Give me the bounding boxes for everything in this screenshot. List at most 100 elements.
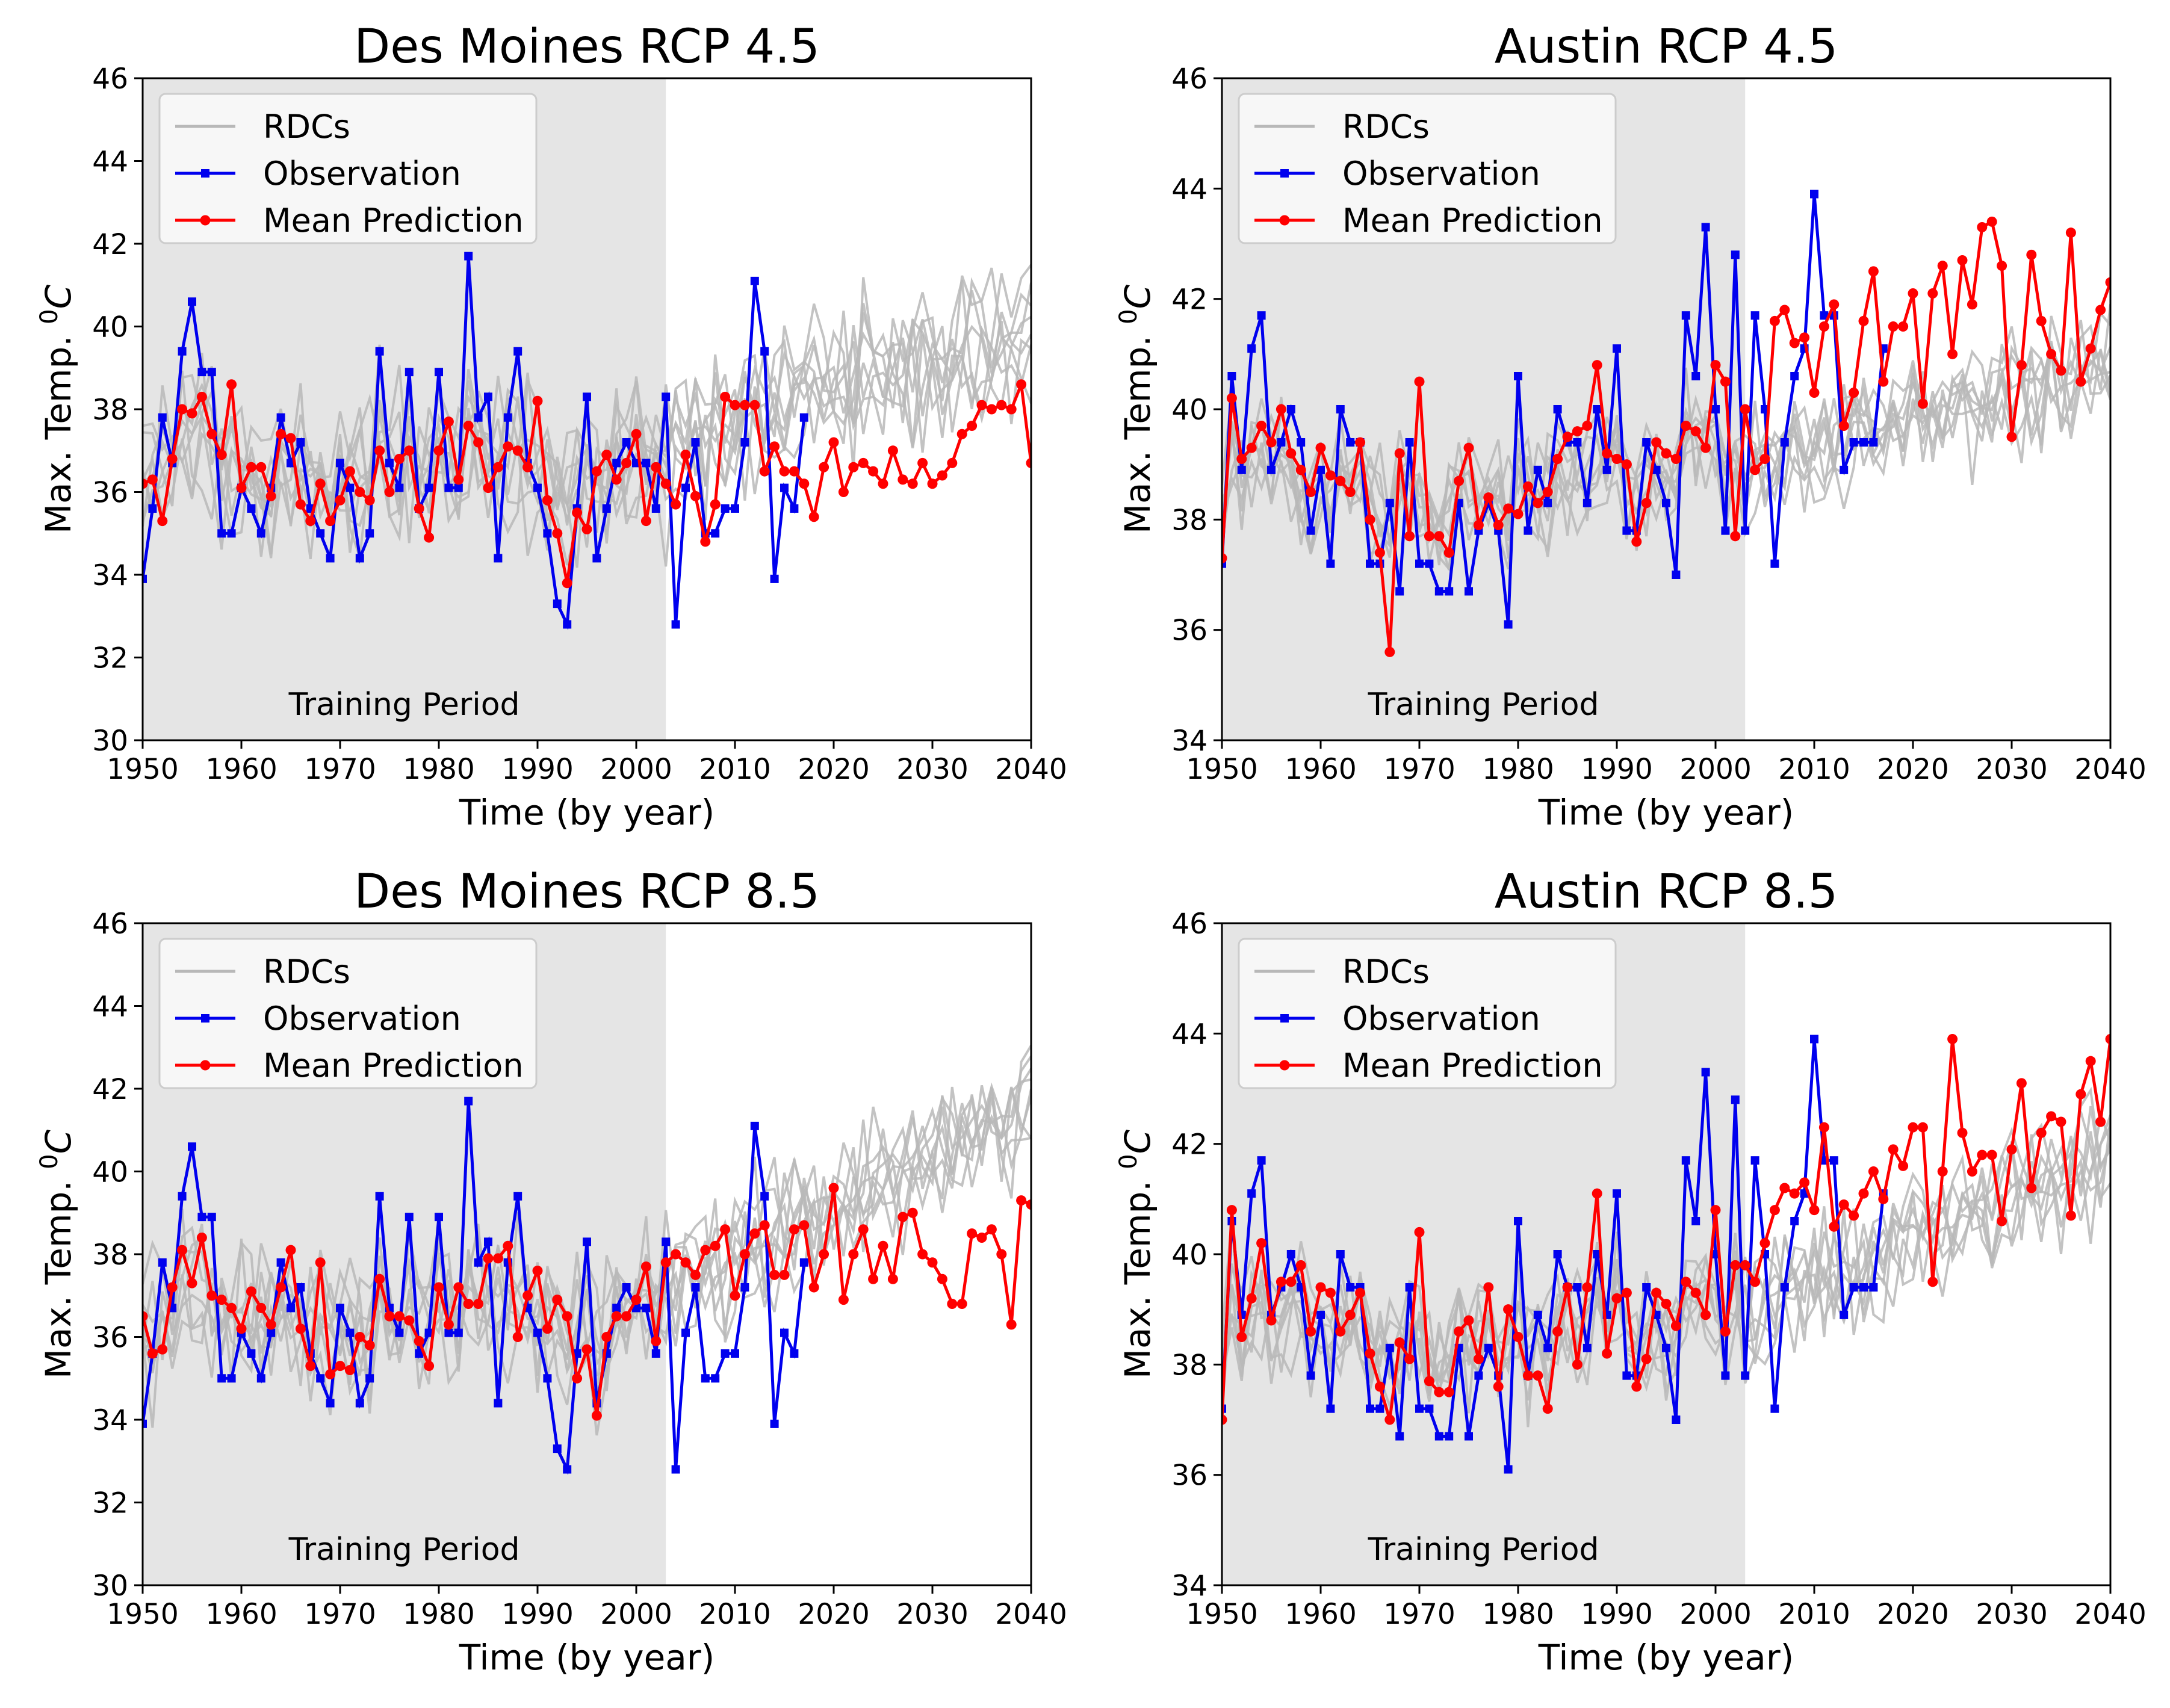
- observation-point: [1286, 1250, 1295, 1258]
- x-tick-label: 1980: [1482, 753, 1554, 786]
- mean-prediction-point: [1908, 1122, 1918, 1133]
- mean-prediction-point: [167, 1282, 178, 1293]
- mean-prediction-point: [1306, 487, 1316, 497]
- observation-point: [207, 1213, 216, 1222]
- mean-prediction-point: [1602, 448, 1613, 459]
- mean-prediction-point: [1493, 520, 1504, 530]
- legend-box: [158, 93, 538, 244]
- mean-prediction-point: [226, 379, 237, 390]
- mean-prediction-point: [1631, 1381, 1642, 1392]
- mean-prediction-point: [1818, 321, 1829, 332]
- mean-prediction-point: [739, 1249, 750, 1260]
- mean-prediction-point: [246, 462, 256, 472]
- x-tick-label: 1950: [107, 1598, 179, 1631]
- observation-point: [681, 483, 690, 492]
- observation-line: [1222, 194, 1885, 625]
- mean-prediction-point: [1036, 1283, 1046, 1293]
- observation-point: [583, 1237, 591, 1246]
- observation-point: [1222, 559, 1226, 568]
- mean-prediction-point: [878, 1240, 888, 1251]
- observation-point: [1385, 498, 1394, 507]
- y-tick-label: 44: [1171, 1018, 1207, 1051]
- observation-point: [1642, 1283, 1651, 1292]
- x-tick-label: 2010: [699, 1598, 771, 1631]
- mean-prediction-point: [769, 1269, 780, 1280]
- observation-point: [622, 1283, 631, 1292]
- observation-point: [346, 1328, 355, 1337]
- mean-prediction-series: [1222, 1034, 2110, 1425]
- mean-prediction-point: [1026, 1199, 1031, 1210]
- mean-prediction-point: [1315, 1282, 1326, 1293]
- mean-prediction-point: [483, 483, 494, 494]
- x-tick-label: 2040: [995, 1598, 1067, 1631]
- mean-prediction-point: [1513, 1332, 1524, 1342]
- mean-prediction-point: [143, 1311, 148, 1322]
- mean-prediction-point: [414, 503, 424, 514]
- observation-point: [503, 413, 512, 422]
- observation-point: [1247, 344, 1256, 353]
- mean-prediction-point: [1878, 1193, 1889, 1204]
- mean-prediction-point: [907, 1207, 918, 1218]
- observation-point: [326, 1399, 335, 1408]
- mean-prediction-point: [1454, 475, 1465, 486]
- y-tick-label: 36: [1171, 1459, 1207, 1493]
- observation-point: [1790, 1217, 1799, 1225]
- mean-prediction-point: [2006, 432, 2017, 442]
- mean-prediction-point: [1986, 216, 1997, 227]
- mean-prediction-point: [1434, 531, 1445, 542]
- observation-point: [1533, 1310, 1542, 1319]
- mean-prediction-point: [887, 1273, 898, 1284]
- observation-point: [326, 554, 335, 563]
- mean-prediction-point: [1503, 503, 1514, 514]
- observation-point: [1869, 1283, 1878, 1292]
- legend-label-obs: Observation: [1342, 1000, 1540, 1038]
- y-tick-label: 36: [92, 477, 128, 510]
- mean-prediction-point: [1424, 531, 1434, 542]
- mean-prediction-point: [1809, 388, 1820, 398]
- mean-prediction-point: [256, 462, 267, 472]
- y-tick-label: 36: [1171, 614, 1207, 648]
- legend-label-rdc: RDCs: [1342, 108, 1430, 146]
- y-axis-label: Max. Temp. 0C: [1115, 1129, 1158, 1379]
- mean-prediction-point: [384, 487, 395, 497]
- mean-prediction-point: [907, 478, 918, 489]
- observation-point: [355, 1399, 364, 1408]
- mean-prediction-point: [1483, 1282, 1494, 1293]
- y-axis-label-unit: C: [38, 1129, 79, 1154]
- mean-prediction-point: [1542, 487, 1553, 497]
- x-tick-label: 1950: [1186, 1598, 1258, 1631]
- mean-prediction-point: [789, 466, 799, 477]
- mean-prediction-point: [1365, 514, 1375, 525]
- mean-prediction-point: [671, 1249, 681, 1260]
- mean-prediction-point: [611, 474, 622, 485]
- mean-prediction-point: [276, 1282, 287, 1293]
- x-tick-label: 1950: [107, 753, 179, 786]
- observation-point: [1701, 1068, 1710, 1077]
- legend-marker-pred: [1279, 1060, 1290, 1071]
- mean-prediction-point: [1533, 498, 1543, 509]
- observation-point: [1286, 405, 1295, 413]
- observation-point: [1533, 465, 1542, 474]
- observation-point: [1701, 223, 1710, 232]
- observation-point: [1681, 1156, 1690, 1165]
- observation-point: [158, 1258, 167, 1267]
- mean-prediction-point: [394, 454, 405, 464]
- observation-point: [375, 347, 384, 356]
- observation-point: [296, 1283, 305, 1292]
- observation-point: [790, 504, 799, 513]
- mean-prediction-point: [749, 1228, 760, 1239]
- mean-prediction-point: [868, 1273, 879, 1284]
- mean-prediction-point: [1661, 1299, 1672, 1309]
- mean-prediction-point: [878, 478, 888, 489]
- mean-prediction-point: [710, 499, 721, 510]
- mean-prediction-point: [1345, 1310, 1356, 1320]
- legend-marker-pred: [200, 1060, 211, 1071]
- mean-prediction-point: [2085, 1056, 2096, 1066]
- mean-prediction-point: [1533, 1370, 1543, 1381]
- legend-marker-pred: [200, 215, 211, 226]
- legend-label-pred: Mean Prediction: [1342, 1047, 1603, 1085]
- observation-point: [1553, 1250, 1562, 1258]
- observation-point: [1484, 1343, 1493, 1352]
- mean-prediction-point: [700, 1245, 711, 1255]
- y-tick-label: 40: [1171, 1239, 1207, 1272]
